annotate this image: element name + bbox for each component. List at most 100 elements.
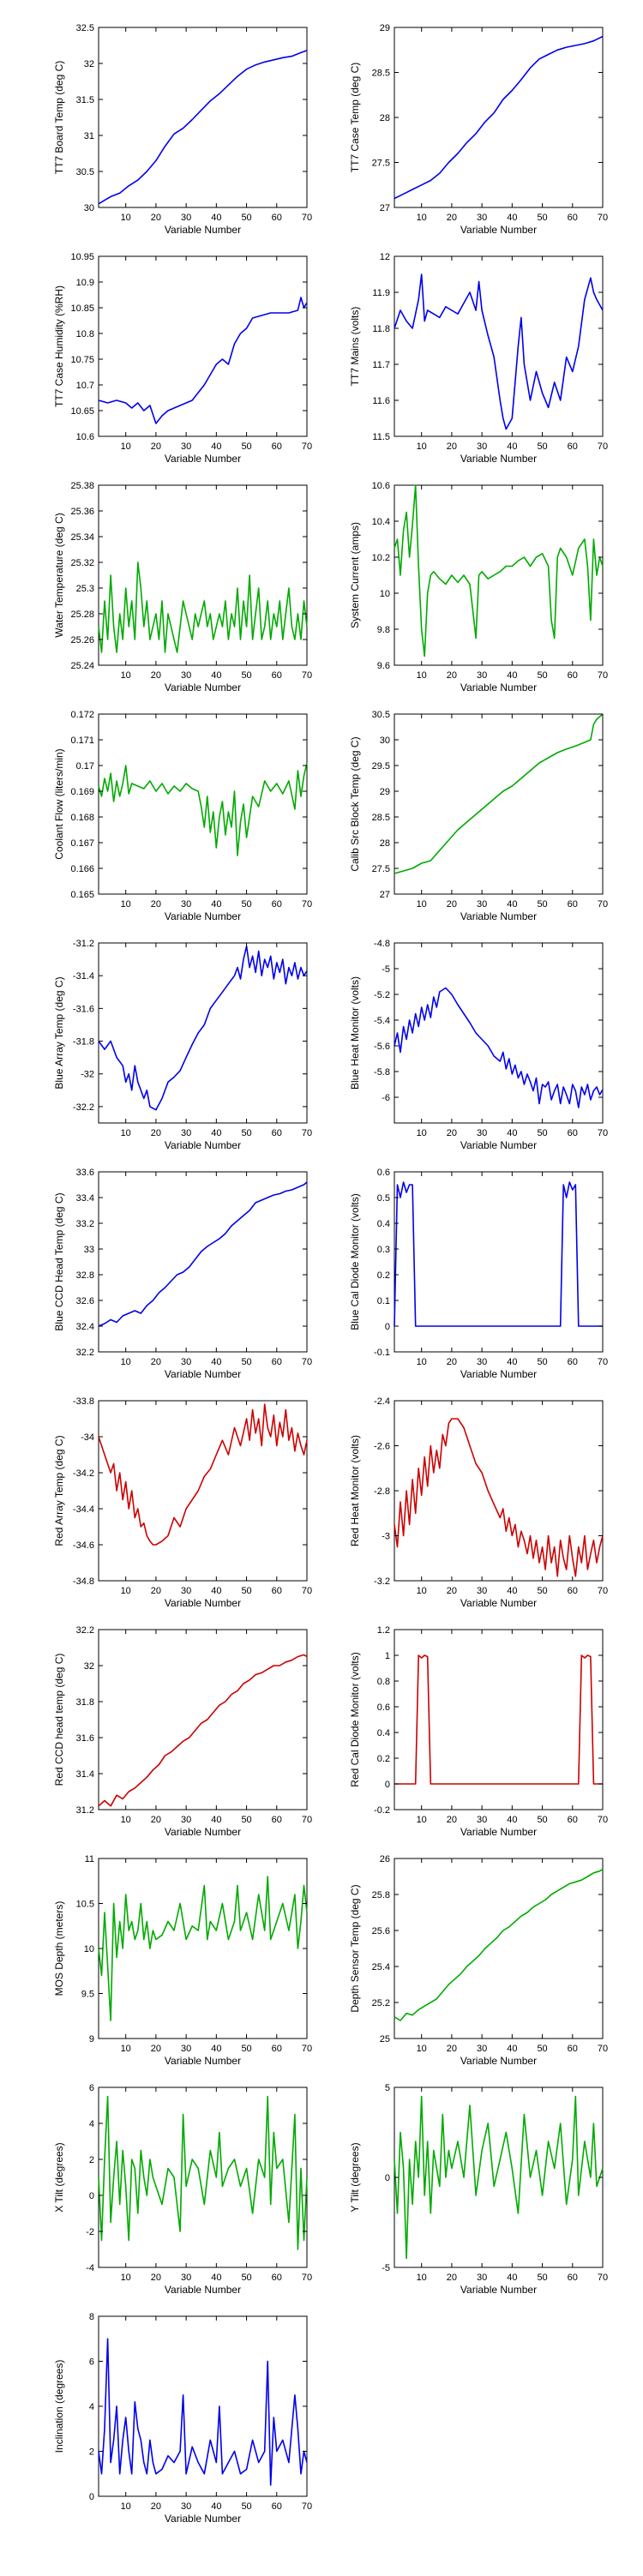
x-tick-label: 60 (272, 441, 282, 452)
y-tick-label: -4.8 (374, 939, 390, 949)
y-tick-label: 0.2 (377, 1754, 390, 1764)
x-tick-label: 10 (417, 441, 427, 452)
x-axis-label: Variable Number (460, 1826, 537, 1838)
chart-coolant: 10 20 30 40 50 60 70 0.165 0.166 0.167 0.168 0.169 0… (53, 710, 312, 922)
x-tick-label: 50 (537, 1357, 547, 1367)
series-line (98, 2095, 308, 2250)
x-tick-label: 30 (181, 1815, 191, 1825)
x-tick-label: 30 (181, 1128, 191, 1138)
y-tick-label: 28 (380, 838, 390, 849)
y-tick-label: -3 (382, 1532, 390, 1542)
y-tick-label: 10.2 (372, 553, 390, 563)
x-tick-label: 40 (211, 213, 221, 223)
x-tick-label: 30 (181, 441, 191, 452)
y-axis-label: Y Tilt (degrees) (349, 2142, 361, 2212)
y-tick-label: 33.4 (76, 1193, 94, 1204)
y-axis-label: Red Array Temp (deg C) (53, 1435, 65, 1546)
y-tick-label: -5.8 (374, 1067, 390, 1078)
chart-redccd: 10 20 30 40 50 60 70 31.2 31.4 31.6 31.8 32 32.2 Vari… (53, 1625, 312, 1838)
y-tick-label: 25.4 (372, 1962, 390, 1973)
series-line (394, 484, 604, 658)
y-tick-label: 10.6 (372, 481, 390, 491)
plot-frame (98, 1629, 308, 1810)
y-tick-label: 33.6 (76, 1168, 94, 1178)
y-tick-label: -34.2 (73, 1468, 94, 1479)
y-axis-label: Red Cal Diode Monitor (volts) (349, 1652, 361, 1786)
plot-frame (98, 27, 308, 208)
series-line (98, 561, 308, 653)
y-tick-label: 6 (89, 2083, 94, 2093)
x-tick-label: 70 (598, 2273, 608, 2283)
y-tick-label: 10.9 (76, 278, 94, 288)
x-tick-label: 10 (121, 1586, 131, 1596)
y-tick-label: 25.38 (70, 481, 94, 491)
x-tick-label: 50 (241, 2044, 251, 2054)
y-tick-label: 0 (89, 2191, 94, 2201)
y-tick-label: 32 (84, 1661, 94, 1672)
series-line (98, 2338, 308, 2486)
x-tick-label: 60 (272, 670, 282, 681)
x-tick-label: 20 (151, 213, 161, 223)
x-tick-label: 70 (598, 1586, 608, 1596)
x-tick-label: 40 (507, 1128, 517, 1138)
x-tick-label: 20 (447, 2044, 457, 2054)
series-line (394, 273, 604, 430)
y-tick-label: 25 (380, 2034, 390, 2045)
chart-blueccd: 10 20 30 40 50 60 70 32.2 32.4 32.6 32.8 33 33.2 33.4… (53, 1168, 312, 1380)
x-tick-label: 40 (211, 1357, 221, 1367)
x-axis-label: Variable Number (460, 1597, 537, 1609)
x-tick-label: 40 (211, 670, 221, 681)
x-tick-label: 60 (272, 2501, 282, 2512)
x-tick-label: 10 (417, 1357, 427, 1367)
plot-frame (394, 713, 604, 895)
x-tick-label: 50 (241, 1815, 251, 1825)
y-tick-label: 11.9 (372, 288, 390, 298)
y-axis-label: X Tilt (degrees) (53, 2142, 65, 2212)
y-axis-label: MOS Depth (meters) (53, 1901, 65, 1997)
x-tick-label: 40 (211, 1128, 221, 1138)
plot-frame (394, 1629, 604, 1810)
plot-frame (394, 1858, 604, 2039)
x-tick-label: 50 (241, 1357, 251, 1367)
y-tick-label: -5 (382, 2263, 390, 2273)
x-tick-label: 20 (151, 2273, 161, 2283)
x-tick-label: 70 (598, 670, 608, 681)
x-tick-label: 60 (568, 441, 578, 452)
y-tick-label: 11 (85, 1854, 94, 1864)
x-tick-label: 60 (272, 899, 282, 910)
y-tick-label: 32.2 (76, 1625, 94, 1636)
x-tick-label: 20 (151, 899, 161, 910)
chart-current: 10 20 30 40 50 60 70 9.6 9.8 10 10.2 10.4 10.6 Variab… (349, 481, 608, 694)
chart-case: 10 20 30 40 50 60 70 27 27.5 28 28.5 29 Variable Num… (349, 23, 608, 236)
y-axis-label: Coolant Flow (liters/min) (53, 748, 65, 859)
x-tick-label: 10 (121, 1128, 131, 1138)
y-tick-label: 10 (380, 589, 390, 599)
y-tick-label: -2.6 (374, 1442, 390, 1452)
y-tick-label: 31.2 (76, 1805, 94, 1816)
x-tick-label: 50 (241, 899, 251, 910)
x-tick-label: 40 (507, 670, 517, 681)
y-axis-label: Inclination (degrees) (53, 2360, 65, 2453)
y-tick-label: 11.7 (372, 360, 390, 370)
y-tick-label: -2 (86, 2227, 94, 2237)
y-tick-label: 10.75 (70, 355, 94, 365)
x-tick-label: 50 (241, 2501, 251, 2512)
x-axis-label: Variable Number (165, 2055, 241, 2067)
plot-frame (394, 1171, 604, 1353)
series-line (98, 297, 308, 424)
chart-xtilt: 10 20 30 40 50 60 70 -4 -2 0 2 4 6 Variable Number X T… (53, 2083, 312, 2296)
y-tick-label: 0.6 (377, 1702, 390, 1713)
y-tick-label: 9.5 (81, 1990, 94, 2000)
x-tick-label: 50 (537, 1586, 547, 1596)
y-tick-label: 5 (385, 2083, 390, 2093)
x-tick-label: 20 (151, 1815, 161, 1825)
x-tick-label: 70 (302, 441, 312, 452)
y-tick-label: 10.65 (70, 406, 94, 417)
y-tick-label: 10.6 (76, 432, 94, 442)
x-tick-label: 40 (507, 899, 517, 910)
x-tick-label: 30 (477, 1586, 487, 1596)
y-tick-label: 10 (84, 1944, 94, 1955)
x-tick-label: 70 (302, 2273, 312, 2283)
x-tick-label: 30 (477, 441, 487, 452)
chart-board: 10 20 30 40 50 60 70 30 30.5 31 31.5 32 32.5 Variable… (53, 23, 312, 236)
